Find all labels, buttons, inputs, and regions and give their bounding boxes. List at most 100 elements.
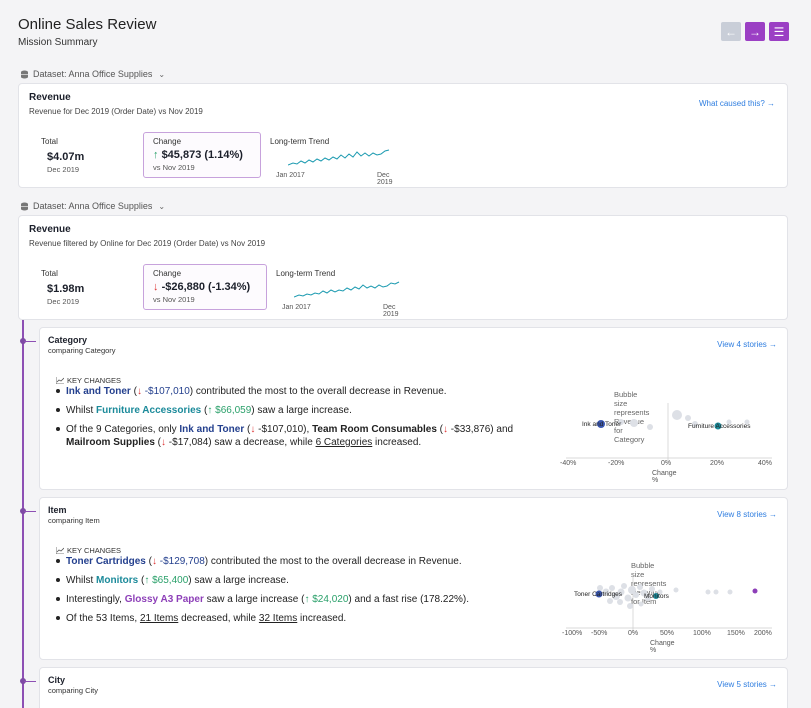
timeline-connector xyxy=(24,511,36,512)
text: Whilst xyxy=(66,575,94,586)
x-axis-label: Change % xyxy=(650,640,675,654)
entity-link[interactable]: Furniture Accessories xyxy=(96,405,202,416)
entity-link[interactable]: Glossy A3 Paper xyxy=(124,594,204,605)
entity-link[interactable]: Ink and Toner xyxy=(179,424,245,435)
page-subtitle: Mission Summary xyxy=(18,37,98,48)
x-tick: 200% xyxy=(754,630,772,637)
card-subtitle: Revenue filtered by Online for Dec 2019 … xyxy=(29,239,266,248)
view-stories-link[interactable]: View 8 stories → xyxy=(717,510,777,519)
section-title: Category xyxy=(48,335,88,345)
section-subtitle: comparing Item xyxy=(48,516,100,525)
entity-link[interactable]: Monitors xyxy=(96,575,139,586)
change-vs: vs Nov 2019 xyxy=(153,295,195,304)
total-metric: Total $4.07m Dec 2019 xyxy=(41,137,84,174)
city-section: City comparing City View 5 stories → xyxy=(39,667,788,708)
revenue-filtered-card: Revenue Revenue filtered by Online for D… xyxy=(18,215,788,320)
items-link[interactable]: 21 Items xyxy=(139,613,179,624)
list-item: Interestingly, Glossy A3 Paper saw a lar… xyxy=(56,593,469,612)
key-changes-list: Toner Cartridges (↓ -$129,708) contribut… xyxy=(56,555,469,631)
trend-end-date: Dec 2019 xyxy=(377,172,393,186)
key-changes-header: KEY CHANGES xyxy=(56,376,121,385)
value: ↑ $66,059 xyxy=(207,405,252,416)
timeline-node xyxy=(20,678,26,684)
total-date: Dec 2019 xyxy=(47,297,80,306)
arrow-up-icon: ↑ xyxy=(153,149,159,161)
key-changes-list: Ink and Toner (↓ -$107,010) contributed … xyxy=(56,385,513,457)
menu-button[interactable]: ☰ xyxy=(769,22,789,41)
bubble-label: Furniture Accessories xyxy=(688,423,751,430)
view-stories-link[interactable]: View 5 stories → xyxy=(717,680,777,689)
trend-sparkline xyxy=(294,281,400,298)
next-button[interactable]: → xyxy=(745,22,765,41)
value: -$17,084 xyxy=(168,437,209,448)
arrow-right-icon: → xyxy=(749,24,761,39)
page-title: Online Sales Review xyxy=(18,16,157,33)
arrow-down-icon: ↓ xyxy=(136,386,142,397)
dataset-selector[interactable]: Dataset: Anna Office Supplies ⌄ xyxy=(20,69,165,79)
text: saw a large increase. xyxy=(257,405,352,416)
text: and xyxy=(496,424,514,435)
view-stories-link[interactable]: View 4 stories → xyxy=(717,340,777,349)
change-value: $45,873 (1.14%) xyxy=(161,149,243,161)
list-item: Of the 9 Categories, only Ink and Toner … xyxy=(56,423,513,457)
back-button[interactable]: ← xyxy=(721,22,741,41)
x-tick: -40% xyxy=(560,460,577,467)
key-changes-label: KEY CHANGES xyxy=(67,376,122,385)
bubble-label: Ink and Toner xyxy=(582,421,622,428)
card-subtitle: Revenue for Dec 2019 (Order Date) vs Nov… xyxy=(29,107,203,116)
list-item: Of the 53 Items, 21 Items decreased, whi… xyxy=(56,612,469,631)
list-item: Whilst Monitors (↑ $65,400) saw a large … xyxy=(56,574,469,593)
trend-block: Long-term Trend Jan 2017 Dec 2019 xyxy=(270,137,393,186)
section-subtitle: comparing City xyxy=(48,686,99,695)
change-metric[interactable]: Change ↑ $45,873 (1.14%) vs Nov 2019 xyxy=(143,132,261,178)
x-axis-label: Change % xyxy=(652,470,677,484)
change-vs: vs Nov 2019 xyxy=(153,163,195,172)
text: increased. xyxy=(300,613,347,624)
x-tick: 150% xyxy=(727,630,745,637)
items-link[interactable]: 32 Items xyxy=(258,613,298,624)
change-metric[interactable]: Change ↓ -$26,880 (-1.34%) vs Nov 2019 xyxy=(143,264,267,310)
total-date: Dec 2019 xyxy=(47,165,80,174)
text: increased. xyxy=(375,437,422,448)
list-item: Whilst Furniture Accessories (↑ $66,059)… xyxy=(56,404,513,423)
x-tick: -50% xyxy=(591,630,608,637)
arrow-left-icon: ← xyxy=(725,24,737,39)
key-changes-label: KEY CHANGES xyxy=(67,546,122,555)
x-tick: 100% xyxy=(693,630,711,637)
value: -$33,876 xyxy=(450,424,491,435)
x-tick: 50% xyxy=(660,630,675,637)
categories-link[interactable]: 6 Categories xyxy=(315,437,373,448)
text: Whilst xyxy=(66,405,94,416)
chart-icon xyxy=(56,377,64,384)
nav-buttons: ← → ☰ xyxy=(721,22,789,41)
text: decreased, while xyxy=(181,613,257,624)
x-tick: -100% xyxy=(562,630,583,637)
trend-end-date: Dec 2019 xyxy=(383,304,399,318)
text: saw a large increase. xyxy=(194,575,289,586)
chevron-down-icon: ⌄ xyxy=(158,69,166,79)
change-value: -$26,880 (-1.34%) xyxy=(161,281,251,293)
total-value: $1.98m xyxy=(47,283,85,295)
entity-link[interactable]: Toner Cartridges xyxy=(66,556,146,567)
timeline-node xyxy=(20,508,26,514)
x-tick: 0% xyxy=(628,630,639,637)
x-tick: 0% xyxy=(661,460,672,467)
card-title: Revenue xyxy=(29,224,71,235)
value: -$129,708 xyxy=(159,556,205,567)
what-caused-this-link[interactable]: What caused this? → xyxy=(698,99,775,108)
item-section: Item comparing Item View 8 stories → KEY… xyxy=(39,497,788,660)
text: Of the 9 Categories, only xyxy=(66,424,177,435)
section-title: City xyxy=(48,675,66,685)
trend-start-date: Jan 2017 xyxy=(276,172,305,179)
timeline-node xyxy=(20,338,26,344)
timeline-line xyxy=(22,320,24,708)
text: Of the 53 Items, xyxy=(66,613,138,624)
dataset-selector[interactable]: Dataset: Anna Office Supplies ⌄ xyxy=(20,201,165,211)
trend-sparkline xyxy=(288,149,390,166)
dataset-label: Dataset: Anna Office Supplies xyxy=(33,201,153,211)
menu-icon: ☰ xyxy=(773,24,785,39)
section-subtitle: comparing Category xyxy=(48,346,116,355)
x-tick: -20% xyxy=(608,460,625,467)
entity-link[interactable]: Ink and Toner xyxy=(66,386,131,397)
trend-label: Long-term Trend xyxy=(276,269,336,278)
